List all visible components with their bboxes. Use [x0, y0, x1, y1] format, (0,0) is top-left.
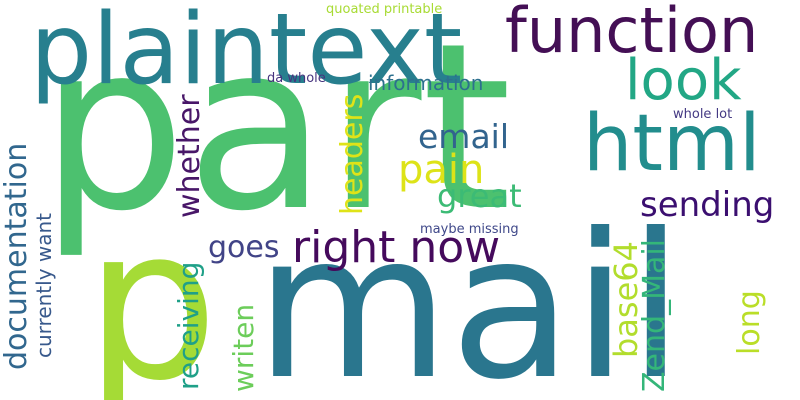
word-right-now: right now: [292, 222, 501, 273]
word-look: look: [625, 48, 742, 113]
word-quoated-printable: quoated printable: [326, 2, 443, 17]
word-information: information: [368, 71, 484, 95]
word-whole-lot: whole lot: [673, 107, 733, 122]
word-da-whole: da whole: [267, 71, 326, 86]
word-Zend_Mail: Zend_Mail: [637, 238, 672, 392]
word-great: great: [437, 177, 522, 215]
word-goes: goes: [208, 230, 280, 265]
word-whether: whether: [172, 94, 207, 218]
word-function: function: [505, 0, 759, 67]
word-p: p: [85, 182, 219, 400]
word-documentation: documentation: [0, 142, 34, 370]
word-plaintext: plaintext: [30, 0, 463, 107]
word-currently-want: currently want: [32, 212, 56, 358]
word-pain: pain: [398, 147, 485, 193]
word-mail: mail: [255, 191, 684, 400]
word-headers: headers: [335, 93, 370, 215]
word-html: html: [583, 99, 761, 189]
word-sending: sending: [640, 185, 775, 225]
word-writen: writen: [227, 303, 260, 392]
word-long: long: [732, 290, 767, 355]
word-receiving: receiving: [172, 261, 205, 390]
word-email: email: [418, 117, 510, 156]
word-maybe-missing: maybe missing: [420, 222, 519, 237]
word-part: part: [40, 0, 512, 262]
